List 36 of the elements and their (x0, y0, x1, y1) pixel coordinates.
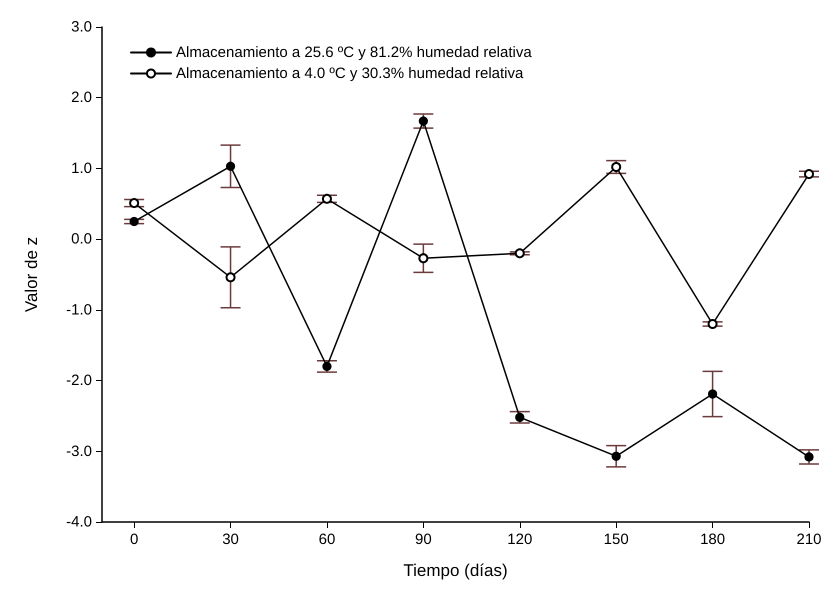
point (226, 272, 236, 282)
y-tick-label: -4.0 (66, 514, 92, 530)
y-tick-label: -3.0 (66, 442, 92, 460)
point (130, 216, 139, 226)
point (418, 253, 428, 264)
y-tick-label: -1.0 (66, 301, 92, 318)
point (226, 162, 236, 171)
y-tick-label: 2.0 (71, 89, 92, 106)
point (708, 389, 718, 399)
point (612, 452, 621, 461)
point (708, 319, 718, 329)
x-tick-label: 90 (415, 531, 432, 548)
x-tick-label: 60 (318, 531, 336, 548)
y-axis-title: Valor de z (22, 236, 41, 312)
point (515, 412, 524, 422)
point (514, 248, 525, 258)
x-tick-label: 150 (604, 531, 629, 548)
x-tick-label: 0 (130, 531, 138, 548)
y-tick-label: 1.0 (71, 160, 92, 177)
point (322, 194, 332, 204)
point (322, 362, 332, 372)
y-tick-label: 3.0 (71, 18, 92, 36)
point (611, 162, 622, 172)
point (418, 116, 428, 126)
x-tick-label: 30 (222, 531, 239, 548)
y-tick-label: -2.0 (66, 372, 92, 390)
x-tick-label: 210 (796, 531, 822, 548)
y-tick-label: 0.0 (71, 230, 92, 248)
legend-label: Almacenamiento a 25.6 ºC y 81.2% humedad relativa (176, 44, 532, 61)
legend-label: Almacenamiento a 4.0 ºC y 30.3% humedad relativa (176, 65, 524, 82)
point (804, 169, 814, 180)
point (804, 452, 814, 462)
x-tick-label: 180 (700, 531, 726, 548)
point (129, 198, 140, 208)
x-axis-title: Tiempo (días) (403, 561, 508, 580)
x-tick-label: 120 (507, 531, 532, 548)
